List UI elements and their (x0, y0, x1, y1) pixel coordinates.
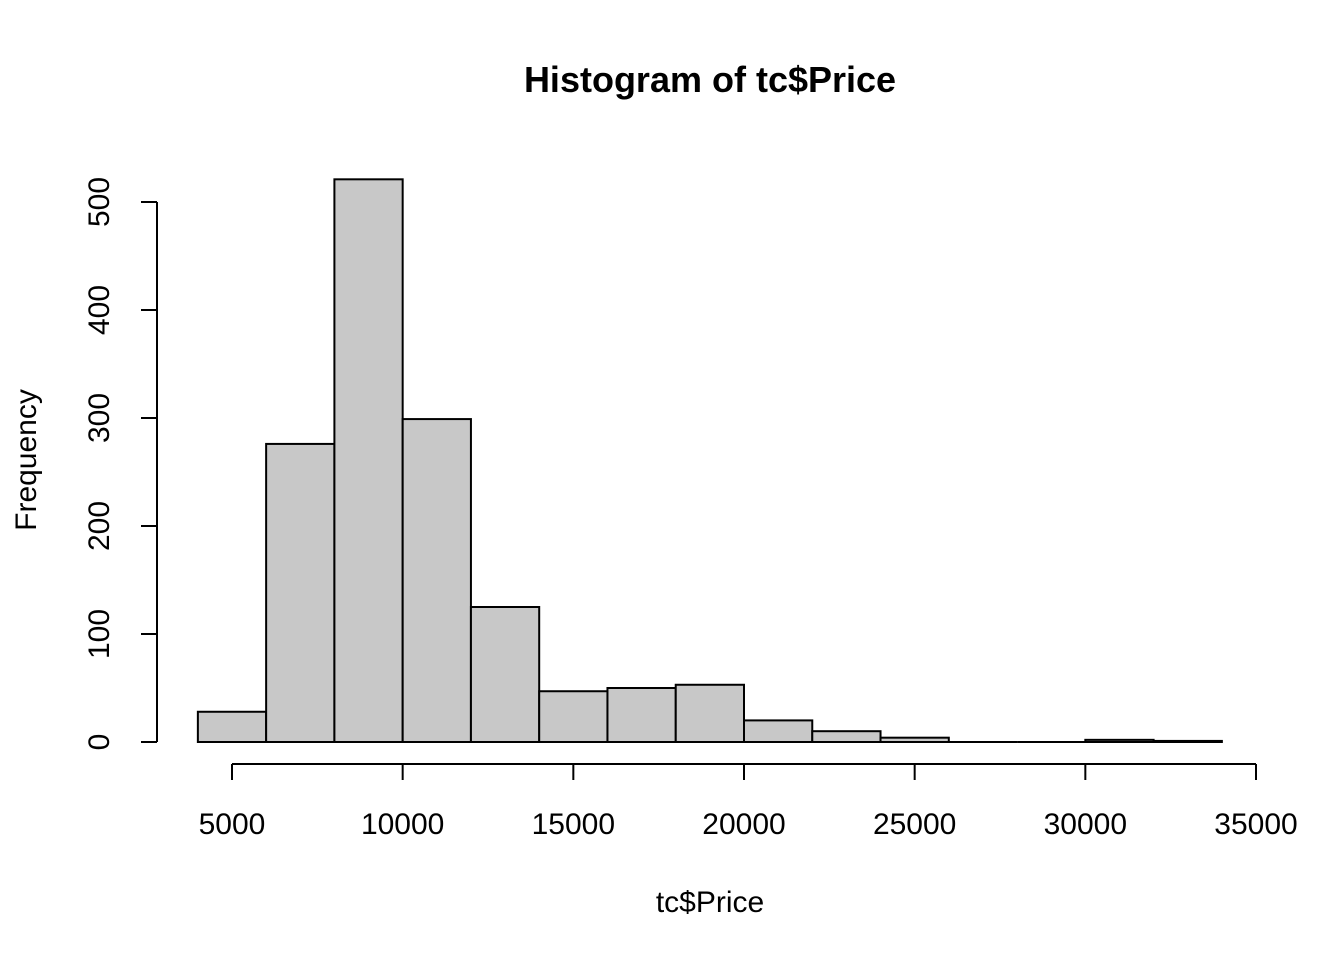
histogram-bar (196, 710, 268, 744)
x-tick-label: 35000 (1214, 808, 1297, 841)
histogram-bar (1084, 738, 1155, 744)
y-tick-label: 300 (83, 393, 116, 443)
histogram-bar (265, 442, 336, 743)
x-tick-label: 25000 (873, 808, 956, 841)
x-tick-label: 20000 (702, 808, 785, 841)
y-axis: 0 100 200 300 400 500 (83, 177, 158, 751)
histogram-bar (606, 687, 677, 743)
y-tick-label: 400 (83, 285, 116, 335)
bars-group (196, 178, 1223, 744)
y-tick-label: 100 (83, 609, 116, 659)
x-tick-label: 10000 (361, 808, 444, 841)
histogram-bar (811, 730, 882, 744)
x-tick-label: 30000 (1044, 808, 1127, 841)
chart-title: Histogram of tc$Price (524, 59, 896, 100)
histogram-bar (1152, 739, 1223, 743)
histogram-bar (538, 690, 609, 743)
histogram-bar (674, 683, 746, 744)
y-tick-label: 200 (83, 501, 116, 551)
histogram-bar (333, 178, 404, 743)
histogram-bar (743, 719, 814, 744)
y-tick-label: 0 (83, 734, 116, 751)
y-tick-label: 500 (83, 177, 116, 227)
x-axis: 5000 10000 15000 20000 25000 30000 35000 (199, 763, 1298, 841)
x-tick-label: 5000 (199, 808, 266, 841)
y-axis-label: Frequency (10, 389, 43, 531)
histogram-bar (401, 418, 472, 743)
x-tick-label: 15000 (532, 808, 615, 841)
x-axis-label: tc$Price (656, 886, 764, 919)
histogram-bar (879, 736, 950, 743)
histogram-bar (469, 606, 541, 743)
